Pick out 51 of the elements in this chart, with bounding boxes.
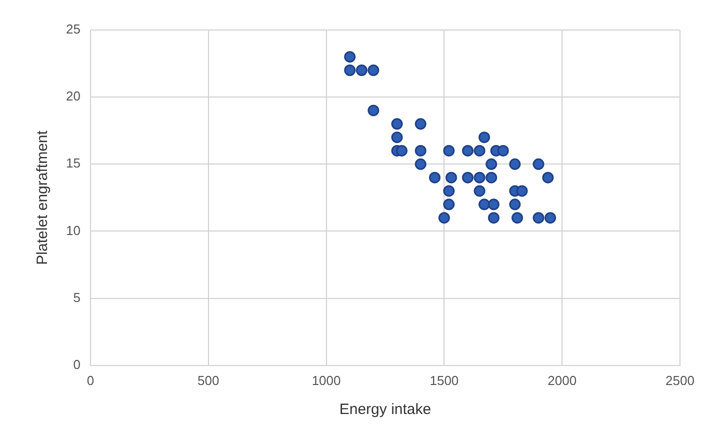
point — [488, 198, 500, 210]
point — [516, 185, 528, 197]
point — [356, 64, 368, 76]
point — [488, 212, 500, 224]
y-tick-label: 10 — [66, 222, 80, 238]
x-tick-label: 500 — [198, 372, 220, 388]
point — [509, 198, 521, 210]
point — [414, 144, 426, 156]
point — [368, 104, 380, 116]
point — [446, 172, 458, 184]
point — [462, 172, 474, 184]
x-tick-label: 2000 — [548, 372, 577, 388]
point — [497, 144, 509, 156]
y-tick-label: 5 — [73, 290, 80, 305]
point — [478, 198, 490, 210]
point — [532, 158, 544, 170]
point — [344, 51, 356, 63]
point — [486, 158, 498, 170]
x-tick-label: 1000 — [312, 372, 341, 388]
point — [532, 212, 544, 224]
point — [443, 198, 455, 210]
y-axis-title: Platelet engraftment — [34, 130, 52, 265]
point — [462, 144, 474, 156]
point — [391, 132, 403, 144]
point — [391, 118, 403, 130]
point — [486, 172, 498, 184]
point — [429, 172, 440, 184]
point — [474, 185, 486, 197]
point — [443, 144, 455, 156]
point — [396, 144, 408, 156]
y-tick-label: 20 — [66, 88, 80, 104]
point — [478, 132, 490, 144]
point — [344, 64, 356, 76]
point — [414, 118, 426, 130]
point — [438, 212, 450, 224]
x-tick-label: 0 — [86, 372, 94, 388]
point — [512, 212, 524, 224]
point — [544, 212, 556, 224]
x-tick-label: 2500 — [666, 372, 694, 388]
y-tick-label: 25 — [66, 22, 80, 37]
point — [443, 185, 455, 197]
point — [368, 64, 380, 76]
point — [414, 158, 426, 170]
x-tick-label: 1500 — [430, 372, 459, 388]
point — [542, 172, 554, 184]
point — [474, 172, 486, 184]
y-tick-label: 0 — [73, 356, 80, 372]
y-tick-label: 15 — [66, 156, 80, 171]
point — [474, 144, 486, 156]
point — [509, 158, 521, 170]
x-axis-title: Energy intake — [339, 401, 432, 418]
